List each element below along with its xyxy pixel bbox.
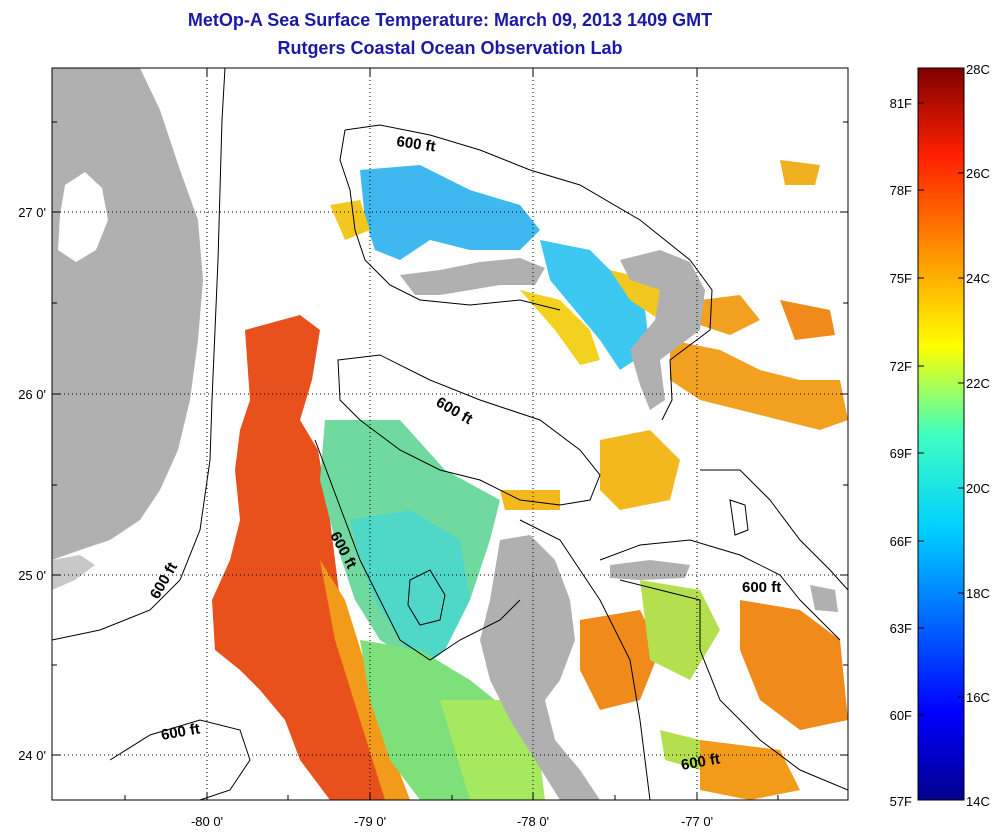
map-title: MetOp-A Sea Surface Temperature: March 0… <box>187 10 713 30</box>
sst-green-cyan-channel <box>320 420 545 800</box>
y-axis-labels: 27 0' 26 0' 25 0' 24 0' <box>18 205 46 763</box>
map-frame <box>51 67 849 801</box>
contour-label: 600 ft <box>395 133 436 155</box>
land-florida-keys <box>52 555 95 590</box>
x-tick-label: -78 0' <box>517 814 549 829</box>
colorbar-c-label: 24C <box>966 271 990 286</box>
x-tick-label: -80 0' <box>191 814 223 829</box>
colorbar-f-label: 63F <box>890 621 912 636</box>
y-tick-label: 24 0' <box>18 748 46 763</box>
map-subtitle: Rutgers Coastal Ocean Observation Lab <box>277 38 623 58</box>
land-grand-bahama <box>400 258 545 295</box>
land-eleuthera <box>610 560 690 580</box>
y-tick-label: 26 0' <box>18 387 46 402</box>
colorbar-f-label: 66F <box>890 534 912 549</box>
y-tick-label: 25 0' <box>18 568 46 583</box>
x-axis-labels: -80 0' -79 0' -78 0' -77 0' <box>191 814 713 829</box>
colorbar-c-label: 26C <box>966 166 990 181</box>
contour-label: 600 ft <box>680 750 722 774</box>
contour-label: 600 ft <box>160 720 202 744</box>
graticule <box>52 68 848 800</box>
land-andros <box>480 535 600 800</box>
y-tick-label: 27 0' <box>18 205 46 220</box>
colorbar-c-label: 16C <box>966 690 990 705</box>
colorbar-c-label: 18C <box>966 586 990 601</box>
sst-cyan-north-patch <box>360 165 650 370</box>
colorbar-c-label: 14C <box>966 794 990 809</box>
bathymetry-contours <box>52 68 848 800</box>
colorbar-f-label: 81F <box>890 96 912 111</box>
tick-marks <box>52 68 848 800</box>
x-tick-label: -79 0' <box>354 814 386 829</box>
colorbar-f-label: 75F <box>890 271 912 286</box>
colorbar-c-label: 20C <box>966 481 990 496</box>
land-cat-island <box>810 585 838 612</box>
contour-label: 600 ft <box>742 579 781 596</box>
colorbar-f-label: 57F <box>890 794 912 809</box>
colorbar-f-label: 72F <box>890 359 912 374</box>
colorbar-f-label: 69F <box>890 446 912 461</box>
colorbar-f-label: 78F <box>890 183 912 198</box>
colorbar-gradient <box>917 67 965 801</box>
land-abaco <box>620 250 705 410</box>
colorbar: 81F 78F 75F 72F 69F 66F 63F 60F 57F 28C … <box>890 62 990 809</box>
colorbar-c-label: 22C <box>966 376 990 391</box>
colorbar-f-label: 60F <box>890 708 912 723</box>
lake-okeechobee <box>58 172 108 262</box>
colorbar-c-label: 28C <box>966 62 990 77</box>
x-tick-label: -77 0' <box>681 814 713 829</box>
sst-yellow-fringes <box>330 200 700 770</box>
